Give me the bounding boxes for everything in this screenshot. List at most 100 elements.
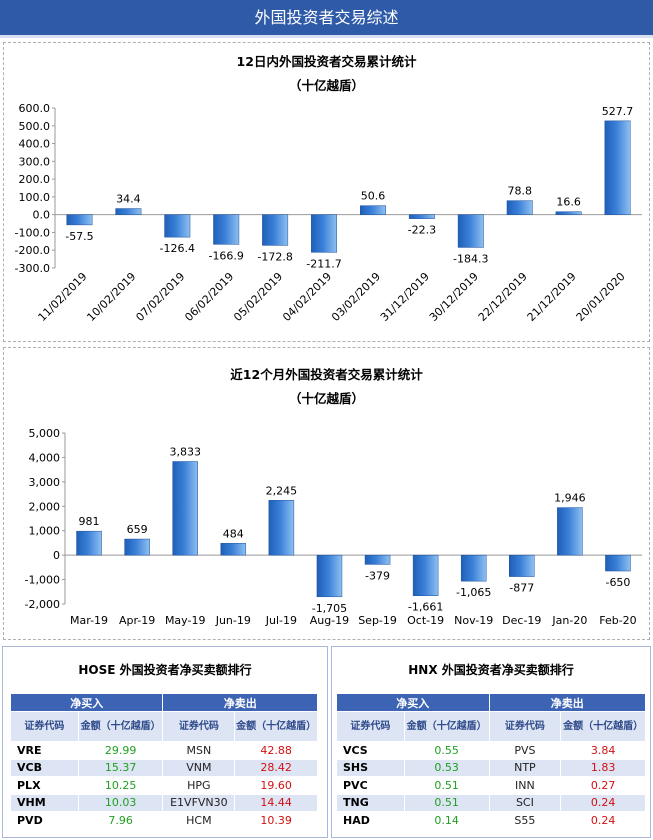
chart-subtitle: （十亿越盾） — [288, 391, 364, 406]
table-row: PVD 7.96 HCM 10.39 — [10, 811, 318, 830]
table-title: HOSE 外国投资者净买卖额排行 — [78, 663, 252, 677]
sell-code: E1VFVN30 — [162, 793, 236, 812]
sell-code: HPG — [162, 776, 236, 795]
data-label: 78.8 — [507, 185, 532, 198]
bar — [220, 543, 247, 556]
buy-amount: 7.96 — [77, 811, 164, 830]
buy-code: HAD — [336, 811, 405, 830]
buy-amount: 10.03 — [77, 793, 164, 812]
y-tick-label: 2,000 — [29, 500, 61, 513]
y-tick-label: 5,000 — [29, 427, 61, 440]
bar — [66, 214, 93, 226]
sell-code: INN — [488, 776, 562, 795]
sell-code: MSN — [162, 741, 236, 760]
bar — [509, 554, 535, 577]
data-label: -126.4 — [160, 242, 195, 255]
net-sell-header: 净卖出 — [488, 693, 647, 712]
sell-amount: 0.24 — [560, 811, 646, 830]
x-tick-label: 31/12/2019 — [378, 270, 432, 324]
col-amount-header: 金额（十亿越盾） — [77, 711, 164, 742]
bar — [316, 554, 343, 598]
y-tick-label: 100.0 — [19, 191, 51, 204]
net-buy-header: 净买入 — [336, 693, 490, 712]
sell-amount: 0.24 — [560, 793, 646, 812]
y-tick-label: 600.0 — [19, 102, 51, 115]
bar — [359, 205, 386, 215]
bar — [115, 208, 142, 215]
buy-code: SHS — [336, 758, 405, 777]
data-label: 1,946 — [554, 492, 586, 505]
sell-amount: 28.42 — [234, 758, 318, 777]
net-sell-header: 净卖出 — [162, 693, 318, 712]
bar — [605, 554, 631, 572]
sell-amount: 3.84 — [560, 741, 646, 760]
data-label: -650 — [605, 576, 630, 589]
x-tick-label: Dec-19 — [502, 614, 541, 627]
y-tick-label: 400.0 — [19, 138, 51, 151]
y-tick-label: 0.0 — [33, 209, 51, 222]
buy-amount: 15.37 — [77, 758, 164, 777]
table-row: VHM 10.03 E1VFVN30 14.44 — [10, 793, 318, 812]
y-tick-label: -1,000 — [25, 574, 60, 587]
bar — [124, 538, 150, 556]
data-label: -172.8 — [257, 250, 292, 263]
bar — [604, 120, 631, 215]
data-label: 16.6 — [556, 196, 581, 209]
bar — [311, 214, 338, 253]
table-row: PVC 0.51 INN 0.27 — [336, 776, 646, 795]
bar — [213, 214, 240, 245]
data-label: -1,705 — [312, 602, 347, 615]
bar — [364, 554, 391, 565]
col-amount-header: 金额（十亿越盾） — [234, 711, 318, 742]
buy-amount: 10.25 — [77, 776, 164, 795]
bar — [76, 530, 102, 556]
bar-chart-12-days: 600.0 500.0 400.0 300.0 200.0 100.0 0.0 -100.0 -… — [15, 102, 642, 324]
x-tick-label: May-19 — [165, 614, 206, 627]
y-tick-label: 500.0 — [19, 120, 51, 133]
x-tick-label: 22/12/2019 — [476, 270, 530, 324]
x-tick-label: 30/12/2019 — [427, 270, 481, 324]
x-tick-label: 10/02/2019 — [84, 270, 138, 324]
buy-code: VCS — [336, 741, 405, 760]
bar — [408, 214, 435, 219]
x-tick-label: Jan-20 — [551, 614, 587, 627]
col-code-header: 证券代码 — [488, 711, 562, 742]
data-label: -379 — [365, 569, 390, 582]
bar-chart-12-months: 5,000 4,000 3,000 2,000 1,000 0 -1,000 -2,000 98… — [25, 427, 642, 627]
buy-amount: 0.14 — [403, 811, 490, 830]
hose-ranking-table: 净买入 净卖出 证券代码 金额（十亿越盾） 证券代码 金额（十亿越盾） VRE 2… — [9, 693, 318, 830]
hnx-ranking-table: 净买入 净卖出 证券代码 金额（十亿越盾） 证券代码 金额（十亿越盾） VCS 0… — [336, 693, 647, 830]
table-row: HAD 0.14 S55 0.24 — [336, 811, 646, 830]
x-tick-label: 21/12/2019 — [525, 270, 579, 324]
x-tick-label: 03/02/2019 — [329, 270, 383, 324]
bar — [412, 554, 439, 596]
data-label: 527.7 — [602, 105, 634, 118]
x-tick-label: Mar-19 — [70, 614, 108, 627]
x-tick-label: Jun-19 — [215, 614, 251, 627]
y-tick-label: 300.0 — [19, 155, 51, 168]
sell-amount: 1.83 — [560, 758, 646, 777]
sell-code: HCM — [162, 811, 236, 830]
sell-amount: 14.44 — [234, 793, 318, 812]
x-tick-label: 05/02/2019 — [231, 270, 285, 324]
table-row: VCB 15.37 VNM 28.42 — [10, 758, 318, 777]
data-label: -166.9 — [208, 249, 243, 262]
buy-amount: 0.51 — [403, 776, 490, 795]
sell-code: PVS — [488, 741, 562, 760]
y-tick-label: -300.0 — [15, 262, 50, 275]
x-tick-label: 20/01/2020 — [574, 270, 628, 324]
table-title: HNX 外国投资者净买卖额排行 — [408, 663, 574, 677]
sell-code: NTP — [488, 758, 562, 777]
hnx-ranking-panel: HNX 外国投资者净买卖额排行 净买入 净卖出 证券代码 金额（十亿越盾） 证券… — [331, 646, 651, 838]
data-label: 50.6 — [361, 190, 386, 203]
data-label: -1,065 — [456, 586, 491, 599]
buy-code: VRE — [10, 741, 79, 760]
x-tick-label: Aug-19 — [310, 614, 349, 627]
buy-amount: 0.55 — [403, 741, 490, 760]
buy-code: TNG — [336, 793, 405, 812]
buy-code: VCB — [10, 758, 79, 777]
col-code-header: 证券代码 — [336, 711, 405, 742]
sell-code: VNM — [162, 758, 236, 777]
col-code-header: 证券代码 — [10, 711, 79, 742]
table-row: VRE 29.99 MSN 42.88 — [10, 741, 318, 760]
